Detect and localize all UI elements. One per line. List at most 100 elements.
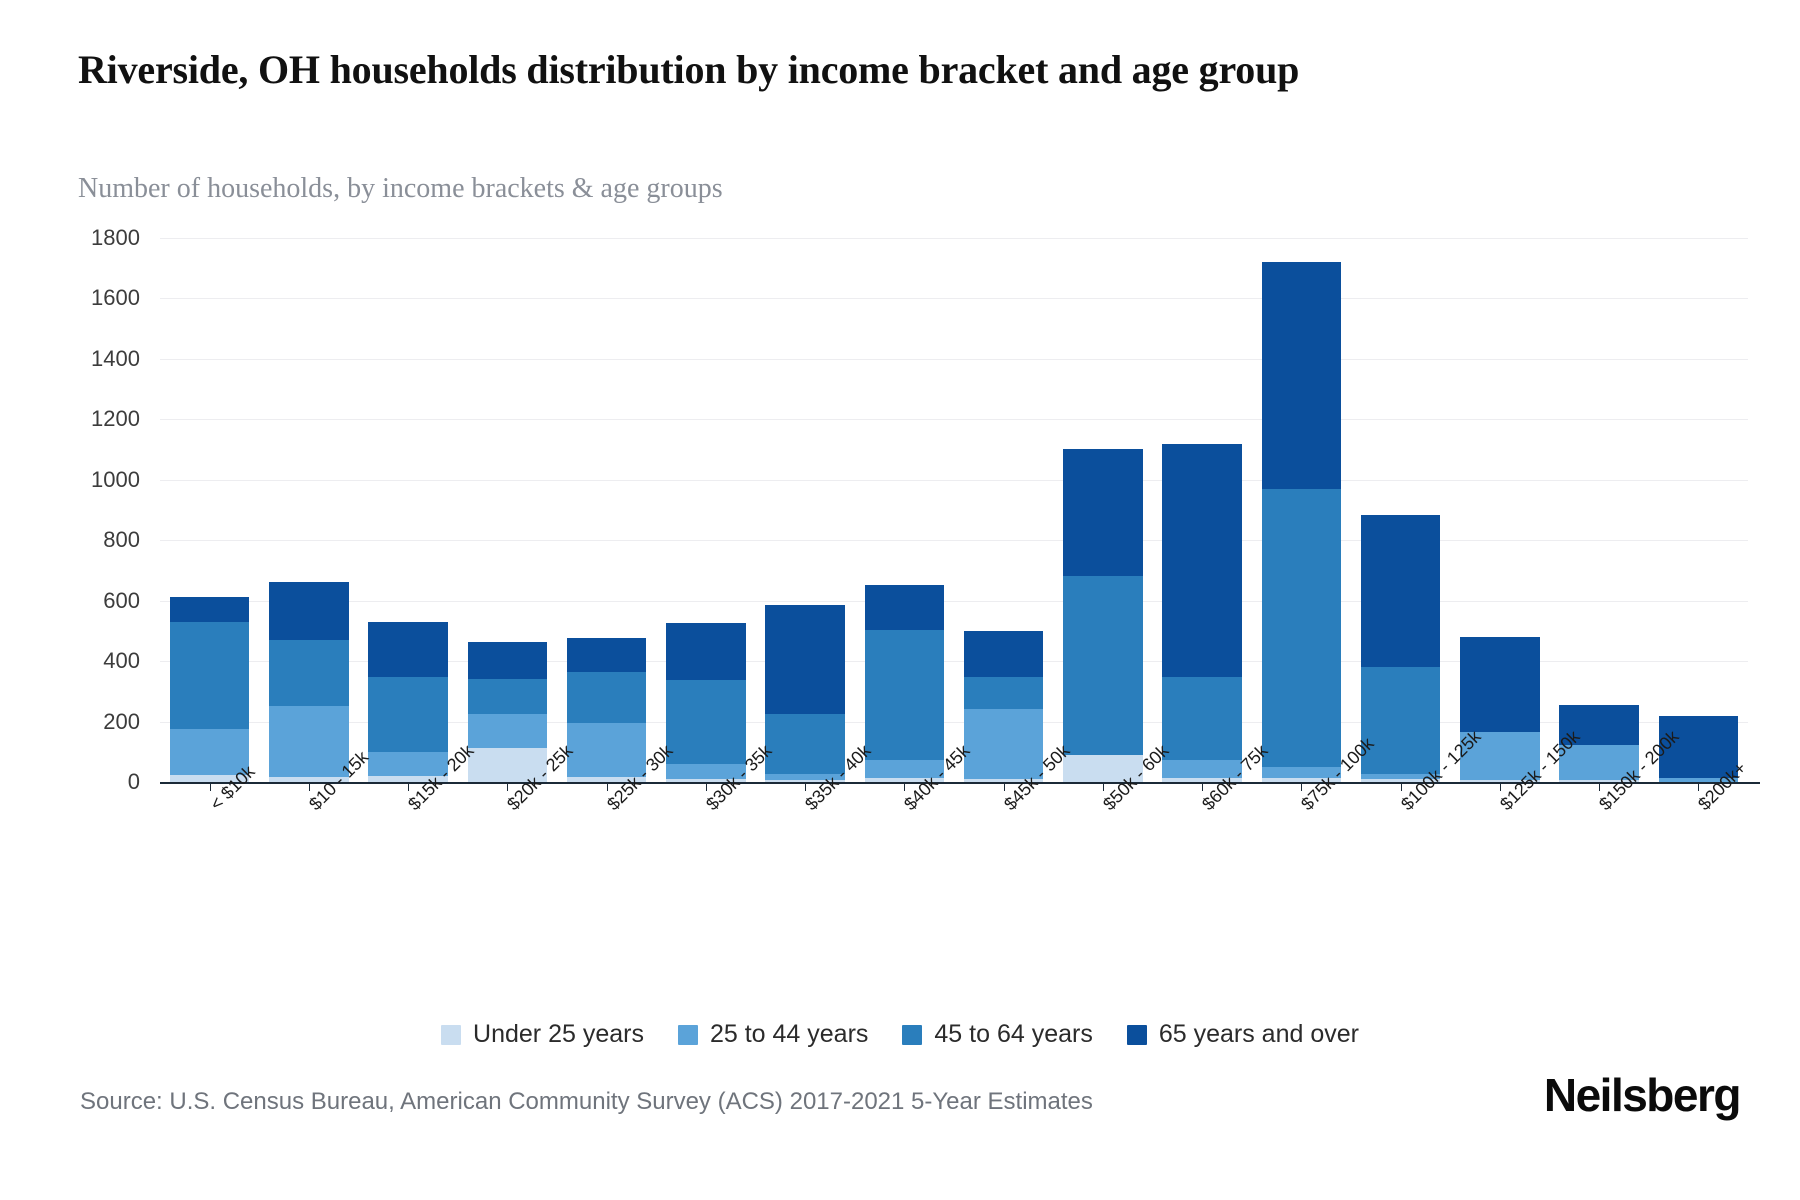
bar-segment[interactable] <box>666 764 746 779</box>
bar-segment[interactable] <box>169 775 250 782</box>
bar-segment[interactable] <box>269 777 349 782</box>
bar-segment[interactable] <box>765 779 845 782</box>
bar-stack[interactable] <box>666 623 746 782</box>
y-axis-tick-label: 200 <box>103 708 140 734</box>
bar-segment[interactable] <box>864 630 945 760</box>
bar-segment[interactable] <box>566 638 647 672</box>
bar-segment[interactable] <box>269 640 349 706</box>
bar-segment[interactable] <box>1658 777 1739 782</box>
bar-stack[interactable] <box>765 605 845 782</box>
bar-segment[interactable] <box>1162 444 1242 678</box>
bar-segment[interactable] <box>1460 779 1540 782</box>
bar-segment[interactable] <box>1063 576 1143 756</box>
legend-swatch-icon <box>902 1024 923 1045</box>
bar-segment[interactable] <box>1162 777 1242 782</box>
legend-swatch-icon <box>1126 1024 1147 1045</box>
bar-segment[interactable] <box>1559 704 1639 746</box>
x-axis-tick-mark <box>507 782 509 791</box>
legend-label: Under 25 years <box>473 1020 644 1048</box>
bar-segment[interactable] <box>169 622 250 729</box>
bar-stack[interactable] <box>963 630 1044 782</box>
bar-segment[interactable] <box>368 621 448 677</box>
gridline <box>160 358 1748 360</box>
x-axis-line <box>160 782 1760 784</box>
x-axis-tick-label: $75k - 100k <box>1297 733 1379 815</box>
bar-segment[interactable] <box>1460 731 1540 780</box>
brand-logo: Neilsberg <box>1543 1069 1742 1121</box>
bar-segment[interactable] <box>1063 449 1143 577</box>
bar-segment[interactable] <box>963 630 1044 677</box>
bar-segment[interactable] <box>1360 774 1441 779</box>
bar-segment[interactable] <box>963 676 1044 709</box>
bar-segment[interactable] <box>1658 715 1739 778</box>
bar-segment[interactable] <box>566 777 647 782</box>
bar-segment[interactable] <box>1460 636 1540 732</box>
bar-segment[interactable] <box>169 728 250 776</box>
bar-segment[interactable] <box>864 778 945 782</box>
x-axis-tick-mark <box>1698 782 1700 791</box>
y-axis-tick-label: 800 <box>103 527 140 553</box>
bar-segment[interactable] <box>368 676 448 753</box>
bar-segment[interactable] <box>1261 778 1342 782</box>
bar-stack[interactable] <box>566 638 647 782</box>
bar-stack[interactable] <box>1261 262 1342 782</box>
bar-segment[interactable] <box>269 705 349 778</box>
gridline <box>160 540 1748 542</box>
bar-segment[interactable] <box>269 581 349 641</box>
bar-segment[interactable] <box>467 642 548 679</box>
bar-segment[interactable] <box>368 752 448 776</box>
bar-segment[interactable] <box>1261 766 1342 779</box>
bar-segment[interactable] <box>864 759 945 779</box>
bar-segment[interactable] <box>666 679 746 765</box>
legend-item[interactable]: 65 years and over <box>1126 1020 1359 1049</box>
bar-segment[interactable] <box>1261 488 1342 767</box>
bar-segment[interactable] <box>1162 677 1242 760</box>
bar-segment[interactable] <box>566 671 647 724</box>
bar-stack[interactable] <box>169 597 250 782</box>
bar-segment[interactable] <box>765 774 845 780</box>
bar-segment[interactable] <box>1360 514 1441 668</box>
y-axis-tick-label: 1000 <box>91 466 140 492</box>
bar-segment[interactable] <box>169 597 250 623</box>
bar-segment[interactable] <box>765 605 845 714</box>
bar-stack[interactable] <box>1460 636 1540 782</box>
bar-stack[interactable] <box>269 581 349 782</box>
bar-segment[interactable] <box>1559 745 1639 781</box>
bar-segment[interactable] <box>467 678 548 715</box>
bar-segment[interactable] <box>368 775 448 782</box>
source-note: Source: U.S. Census Bureau, American Com… <box>80 1088 1093 1115</box>
bar-segment[interactable] <box>864 584 945 630</box>
bar-stack[interactable] <box>1063 449 1143 782</box>
bar-stack[interactable] <box>467 642 548 782</box>
bar-stack[interactable] <box>1162 444 1242 782</box>
bar-segment[interactable] <box>1162 759 1242 778</box>
bar-segment[interactable] <box>666 778 746 782</box>
bar-segment[interactable] <box>1559 780 1639 782</box>
bar-segment[interactable] <box>1360 778 1441 782</box>
bar-stack[interactable] <box>864 584 945 782</box>
x-axis-tick-label: $100k - 125k <box>1396 726 1485 815</box>
legend-item[interactable]: 45 to 64 years <box>902 1020 1093 1049</box>
bar-segment[interactable] <box>566 723 647 778</box>
bar-stack[interactable] <box>1658 715 1739 782</box>
bar-segment[interactable] <box>1261 262 1342 489</box>
x-axis-tick-mark <box>1301 782 1303 791</box>
bar-segment[interactable] <box>963 708 1044 779</box>
legend-item[interactable]: 25 to 44 years <box>677 1020 868 1049</box>
bar-stack[interactable] <box>368 621 448 782</box>
bar-segment[interactable] <box>1360 667 1441 775</box>
x-axis-tick-mark <box>606 782 608 791</box>
gridline <box>160 419 1748 421</box>
bar-segment[interactable] <box>1063 755 1143 782</box>
legend-item[interactable]: Under 25 years <box>441 1020 644 1049</box>
chart-legend: Under 25 years 25 to 44 years 45 to 64 yea… <box>0 1020 1800 1049</box>
bar-segment[interactable] <box>963 778 1044 782</box>
bar-stack[interactable] <box>1360 514 1441 782</box>
bar-segment[interactable] <box>666 623 746 680</box>
bar-segment[interactable] <box>467 714 548 749</box>
bar-stack[interactable] <box>1559 704 1639 782</box>
x-axis-tick-label: $50k - 60k <box>1098 740 1173 815</box>
bar-segment[interactable] <box>765 713 845 775</box>
x-axis-tick-label: $125k - 150k <box>1495 726 1584 815</box>
bar-segment[interactable] <box>467 748 548 782</box>
